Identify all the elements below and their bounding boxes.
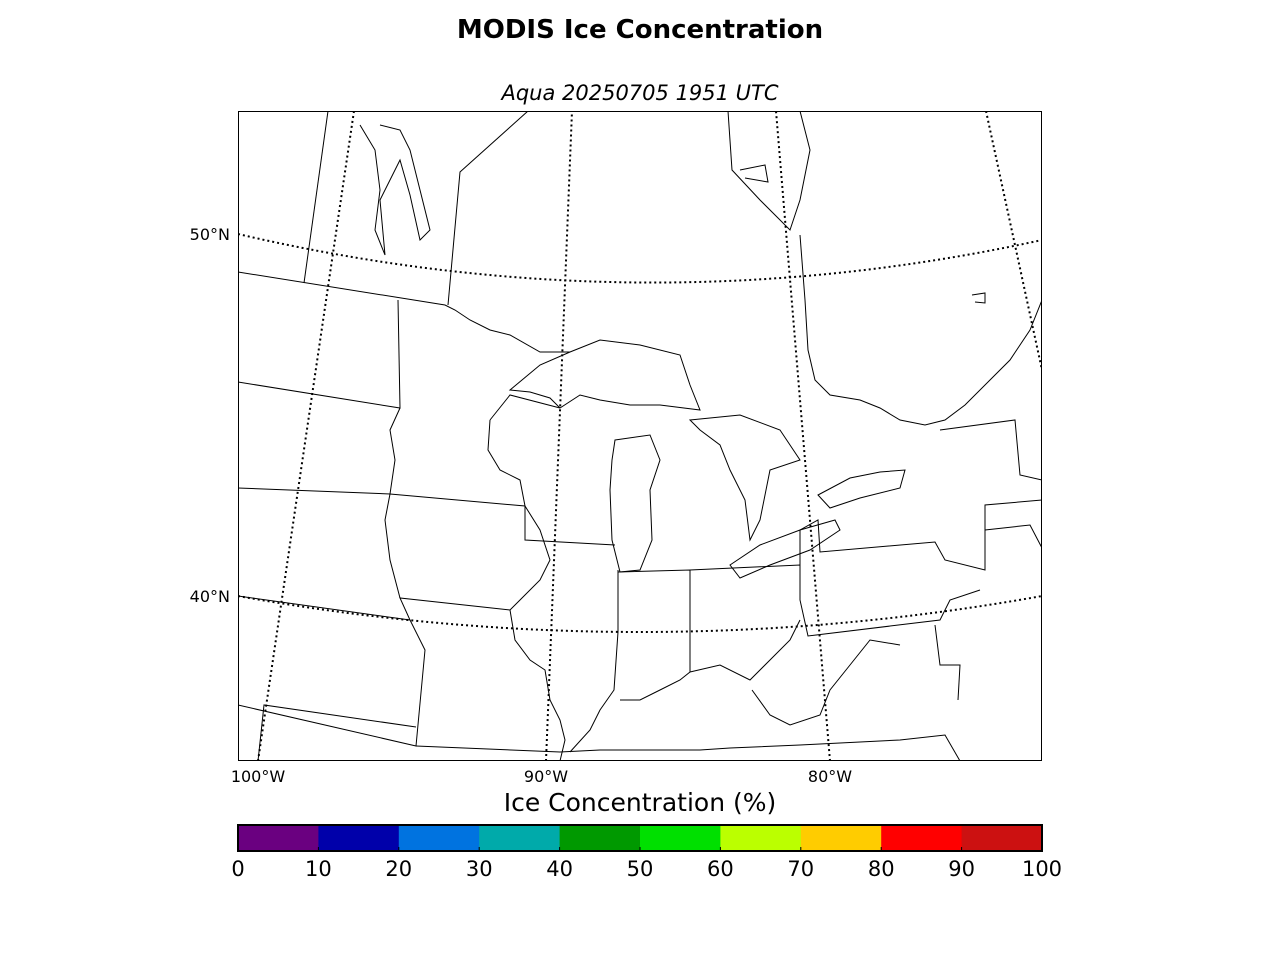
meridian xyxy=(545,111,573,761)
meridian xyxy=(775,111,831,761)
colorbar-label: Ice Concentration (%) xyxy=(504,788,777,817)
colorbar-segment xyxy=(238,825,319,851)
subtitle: Aqua 20250705 1951 UTC xyxy=(499,81,778,105)
lon-label: 80°W xyxy=(808,767,852,786)
colorbar-segment xyxy=(800,825,882,851)
colorbar-tick-label: 0 xyxy=(231,857,244,881)
colorbar-tick-label: 90 xyxy=(948,857,975,881)
colorbar-tick-label: 10 xyxy=(305,857,332,881)
parallel xyxy=(238,595,1042,633)
colorbar-tick-label: 30 xyxy=(466,857,493,881)
colorbar-segment xyxy=(881,825,963,851)
lon-label: 90°W xyxy=(524,767,568,786)
title: MODIS Ice Concentration xyxy=(457,15,823,45)
colorbar-segment xyxy=(961,825,1043,851)
colorbar-tick-label: 40 xyxy=(546,857,573,881)
meridian xyxy=(257,111,355,761)
colorbar-segment xyxy=(398,825,480,851)
colorbar-tick-label: 50 xyxy=(627,857,654,881)
colorbar-segment xyxy=(559,825,641,851)
colorbar-segment xyxy=(479,825,561,851)
colorbar-tick-label: 80 xyxy=(868,857,895,881)
coastlines xyxy=(238,111,1042,761)
colorbar-segment xyxy=(318,825,400,851)
colorbar-segment xyxy=(640,825,721,851)
colorbar-tick-label: 70 xyxy=(787,857,814,881)
lon-label: 100°W xyxy=(231,767,286,786)
lat-label: 40°N xyxy=(190,587,230,606)
map xyxy=(238,111,1042,761)
lat-label: 50°N xyxy=(190,225,230,244)
parallel xyxy=(238,233,1042,284)
colorbar-segment xyxy=(720,825,802,851)
colorbar-tick-label: 20 xyxy=(385,857,412,881)
meridian xyxy=(985,111,1042,371)
colorbar: 0 10 20 30 40 50 60 70 80 90 100 xyxy=(231,824,1062,881)
colorbar-tick-label: 100 xyxy=(1022,857,1062,881)
colorbar-tick-label: 60 xyxy=(707,857,734,881)
